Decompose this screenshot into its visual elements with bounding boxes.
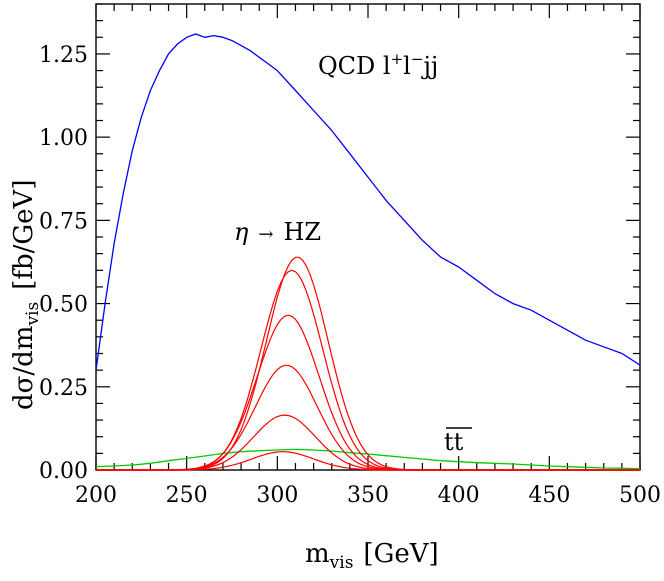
y-tick-label: 1.25 [39,43,88,68]
signal-peak-3 [96,314,640,471]
x-axis-label: mvis [GeV] [305,539,439,573]
x-tick-label: 500 [619,483,661,508]
x-tick-label: 250 [166,483,208,508]
x-tick-label: 450 [528,483,570,508]
axis-ticks [95,3,641,471]
y-axis-label: dσ/dmvis[fb/GeV] [9,180,43,410]
y-tick-label: 0.00 [39,459,88,484]
y-tick-label: 0.50 [39,293,88,318]
annotation-ttbar: tt [444,428,464,456]
axis-tick-labels: 200 250 300 350 400 450 500 0.00 0.25 0.50 0.75 1.0… [39,43,661,508]
series-line-0 [95,33,641,371]
annotation-qcd: QCD l+l−jj [318,50,438,80]
signal-peak-4 [96,269,640,471]
x-tick-label: 350 [347,483,389,508]
signal-peak-5 [96,256,640,471]
x-tick-label: 400 [438,483,480,508]
x-tick-label: 300 [256,483,298,508]
y-tick-label: 0.25 [39,376,88,401]
y-tick-label: 0.75 [39,209,88,234]
x-tick-label: 200 [75,483,117,508]
y-tick-label: 1.00 [39,126,88,151]
series-lines [95,33,641,471]
annotation-signal: η → HZ [234,218,321,246]
